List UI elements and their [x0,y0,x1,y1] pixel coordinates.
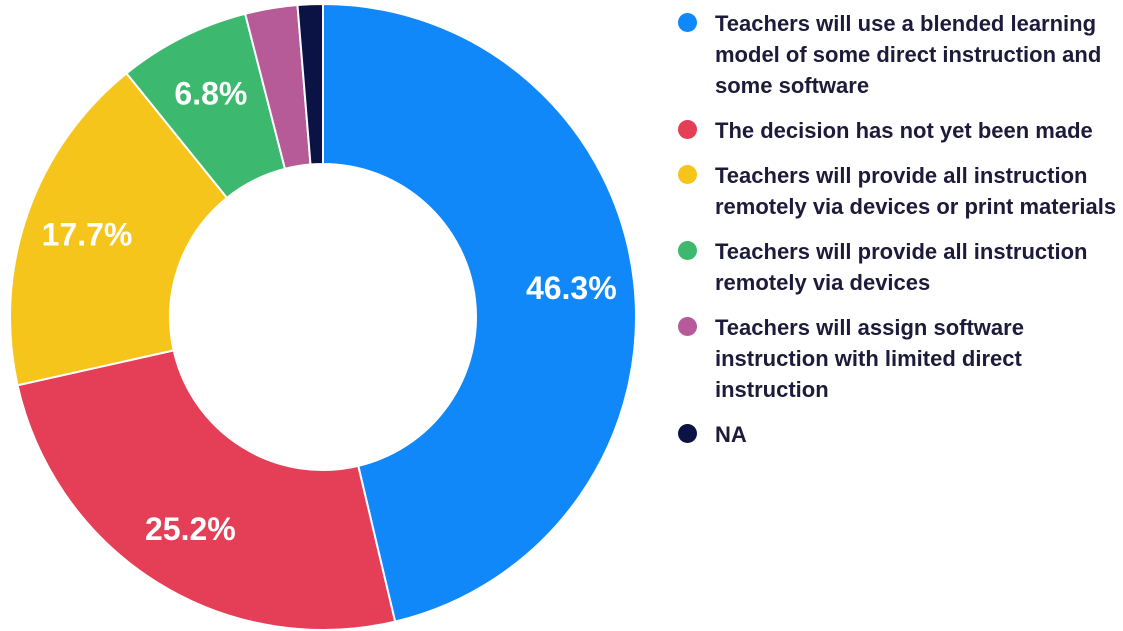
legend-label: NA [715,422,747,447]
donut-slice-1 [322,2,637,623]
slice-label-3: 17.7% [42,217,133,253]
legend-swatch-icon [678,13,697,32]
legend-swatch-icon [678,120,697,139]
donut-chart: 46.3% 25.2% 17.7% 6.8% [9,2,637,631]
donut-chart-svg: 46.3% 25.2% 17.7% 6.8% [9,2,637,631]
legend-item-5: Teachers will assign software instructio… [678,312,1118,405]
legend-item-6: NA [678,419,1118,450]
donut-slice-3 [9,71,229,387]
legend-swatch-icon [678,317,697,336]
legend-label: The decision has not yet been made [715,118,1093,143]
legend-label: Teachers will provide all instruction re… [715,239,1088,295]
slice-label-1: 46.3% [526,270,617,306]
legend-label: Teachers will assign software instructio… [715,315,1024,402]
legend-swatch-icon [678,165,697,184]
legend-swatch-icon [678,241,697,260]
legend-item-2: The decision has not yet been made [678,115,1118,146]
donut-slice-2 [16,349,397,631]
slice-label-4: 6.8% [174,76,247,112]
legend-label: Teachers will provide all instruction re… [715,163,1117,219]
legend-swatch-icon [678,424,697,443]
legend-item-4: Teachers will provide all instruction re… [678,236,1118,298]
legend-label: Teachers will use a blended learning mod… [715,11,1102,98]
legend-item-1: Teachers will use a blended learning mod… [678,8,1118,101]
legend-item-3: Teachers will provide all instruction re… [678,160,1118,222]
donut-slice-6 [296,2,324,166]
chart-legend: Teachers will use a blended learning mod… [678,8,1118,464]
slice-label-2: 25.2% [145,511,236,547]
